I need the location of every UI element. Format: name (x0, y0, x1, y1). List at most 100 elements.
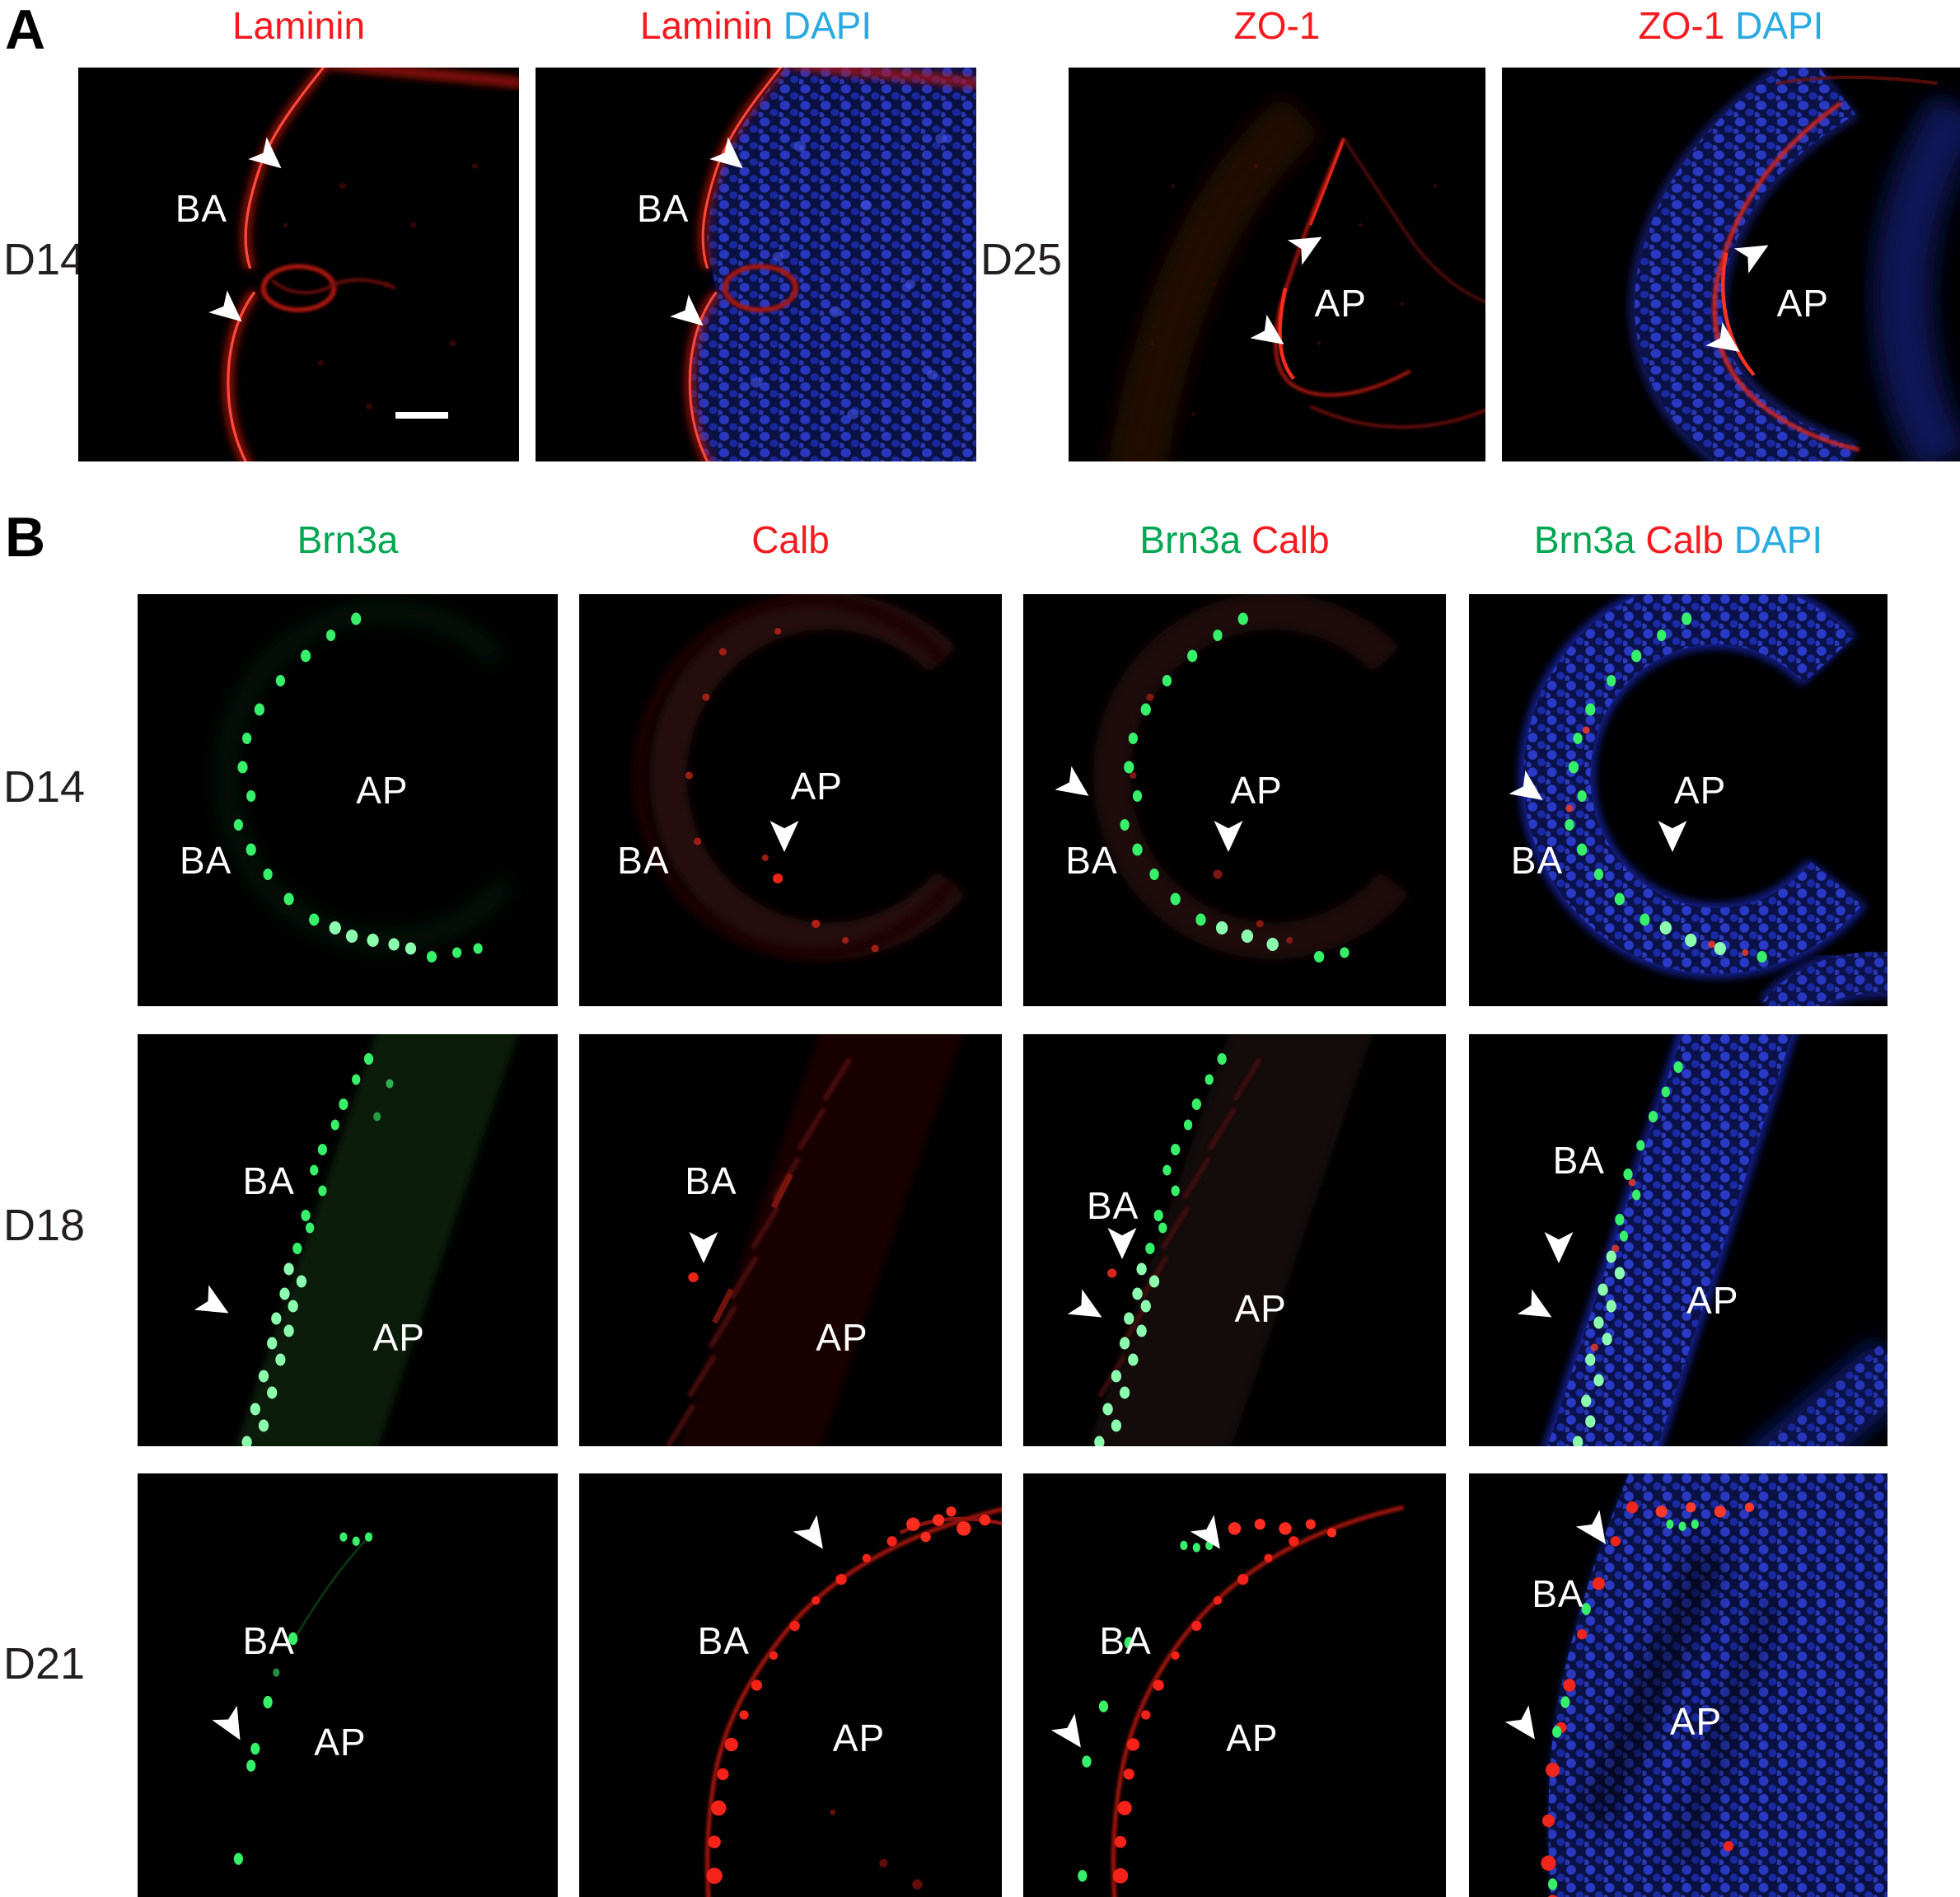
arrowhead-icon (793, 1514, 823, 1549)
region-label-ba: BA (1086, 1184, 1139, 1227)
micrograph-b-d18-brn3a-calb: BA AP (1023, 1034, 1446, 1446)
micrograph-b-d21-brn3a: BA AP (138, 1473, 558, 1897)
micrograph-b-d14-brn3a-calb: BA AP (1023, 594, 1446, 1006)
brn3a-dots-art (236, 1034, 519, 1446)
arrowhead-icon (1705, 322, 1740, 353)
region-label-ba: BA (697, 1618, 750, 1662)
zo1-stain-art (1108, 94, 1485, 461)
column-title-zo1-dapi: ZO-1 DAPI (1638, 4, 1824, 47)
micrograph-b-d21-brn3a-calb-dapi: BA AP (1469, 1473, 1887, 1897)
region-label-ap: AP (1686, 1279, 1739, 1322)
arrowhead-icon (1504, 1705, 1535, 1740)
arrowhead-icon (709, 137, 743, 169)
row-label-d14-a: D14 (3, 235, 86, 284)
region-label-ba: BA (685, 1159, 737, 1202)
calb-stain-art (705, 1506, 1002, 1897)
region-label-ba: BA (242, 1618, 295, 1662)
region-label-ap: AP (816, 1316, 868, 1359)
arrowhead-icon (1733, 245, 1769, 274)
merge-art (1092, 594, 1410, 963)
column-title-laminin: Laminin (232, 4, 366, 47)
merge-art (1088, 1034, 1373, 1446)
arrowhead-icon (1107, 1228, 1137, 1259)
arrowhead-icon (1575, 1510, 1606, 1544)
micrograph-b-d18-brn3a: BA AP (138, 1034, 558, 1446)
column-title-zo1: ZO-1 (1233, 4, 1321, 47)
micrograph-b-d21-brn3a-calb: BA AP (1023, 1473, 1446, 1897)
laminin-dapi-art (685, 68, 976, 461)
micrograph-b-d21-calb: BA AP (579, 1473, 1002, 1897)
region-label-ba: BA (1532, 1572, 1584, 1616)
arrowhead-icon (670, 294, 704, 326)
column-title-calb: Calb (751, 518, 830, 561)
micrograph-b-d14-brn3a: BA AP (138, 594, 558, 1006)
laminin-stain-art (224, 68, 519, 461)
arrowhead-icon (194, 1285, 229, 1314)
region-label-ba: BA (617, 839, 670, 882)
region-label-ap: AP (372, 1316, 425, 1359)
merge-art (1078, 1505, 1405, 1897)
arrowhead-icon (1214, 821, 1243, 852)
merge-dapi-art (1543, 1034, 1887, 1446)
region-label-ba: BA (1099, 1618, 1152, 1662)
arrowhead-icon (208, 290, 242, 322)
calb-stain-art (632, 594, 966, 960)
arrowhead-icon (769, 821, 799, 852)
arrowhead-icon (1287, 237, 1322, 265)
arrowhead-icon (1050, 1713, 1081, 1748)
region-label-ba: BA (1510, 839, 1564, 882)
arrowhead-icon (1250, 314, 1284, 344)
region-label-ba: BA (180, 839, 232, 882)
row-label-d21: D21 (3, 1639, 86, 1689)
region-label-ap: AP (1226, 1717, 1279, 1760)
region-label-ba: BA (1552, 1139, 1605, 1182)
row-label-d14-b: D14 (3, 762, 86, 812)
region-label-ba: BA (637, 187, 690, 231)
region-label-ap: AP (1230, 769, 1283, 812)
arrowhead-icon (1055, 766, 1089, 796)
scale-bar (395, 412, 449, 419)
column-title-laminin-dapi: Laminin DAPI (639, 4, 872, 47)
region-label-ap: AP (1776, 281, 1829, 325)
region-label-ap: AP (1669, 1699, 1723, 1743)
region-label-ap: AP (832, 1717, 886, 1760)
arrowhead-icon (689, 1232, 718, 1263)
brn3a-dots-art (217, 602, 514, 963)
region-label-ap: AP (356, 769, 409, 812)
column-title-brn3a: Brn3a (297, 518, 399, 561)
panel-b-letter: B (5, 506, 46, 569)
region-label-ap: AP (314, 1721, 367, 1764)
merge-dapi-art (1519, 594, 1887, 1006)
arrowhead-icon (212, 1705, 241, 1740)
region-label-ba: BA (1065, 839, 1118, 882)
region-label-ba: BA (175, 187, 228, 231)
arrowhead-icon (1509, 770, 1543, 800)
micrograph-a-laminin-dapi: BA (536, 68, 976, 461)
region-label-ba: BA (242, 1159, 295, 1202)
arrowhead-icon (1517, 1289, 1552, 1318)
arrowhead-icon (1658, 821, 1686, 852)
micrograph-b-d14-calb: BA AP (579, 594, 1002, 1006)
brn3a-dots-art (233, 1531, 374, 1865)
micrograph-a-zo1: AP (1069, 68, 1485, 461)
micrograph-a-zo1-dapi: AP (1502, 68, 1960, 461)
calb-stain-art (665, 1034, 963, 1446)
arrowhead-icon (247, 137, 282, 169)
region-label-ap: AP (1234, 1287, 1287, 1330)
micrograph-a-laminin: BA (78, 68, 519, 461)
zo1-dapi-art (1630, 68, 1960, 461)
micrograph-b-d14-brn3a-calb-dapi: BA AP (1469, 594, 1887, 1006)
column-title-brn3a-calb: Brn3a Calb (1139, 518, 1330, 561)
merge-dapi-art (1541, 1473, 1887, 1897)
micrograph-b-d18-brn3a-calb-dapi: BA AP (1469, 1034, 1887, 1446)
micrograph-b-d18-calb: BA AP (579, 1034, 1002, 1446)
region-label-ap: AP (1673, 769, 1727, 812)
column-title-brn3a-calb-dapi: Brn3a Calb DAPI (1533, 518, 1823, 561)
arrowhead-icon (1068, 1289, 1102, 1318)
row-label-d25: D25 (980, 235, 1063, 284)
region-label-ap: AP (790, 765, 843, 808)
arrowhead-icon (1544, 1232, 1574, 1263)
arrowhead-icon (1190, 1514, 1221, 1549)
region-label-ap: AP (1314, 281, 1367, 325)
